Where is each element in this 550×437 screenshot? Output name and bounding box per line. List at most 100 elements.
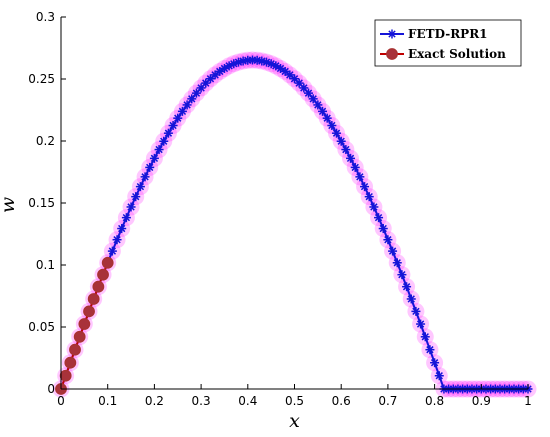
asterisk-stroke xyxy=(122,213,131,222)
asterisk-stroke xyxy=(398,270,406,279)
asterisk-stroke xyxy=(416,320,425,328)
point-fetd xyxy=(159,136,169,146)
point-fetd xyxy=(350,162,360,172)
asterisk-stroke xyxy=(430,359,439,367)
point-exact xyxy=(69,343,81,356)
point-fetd xyxy=(308,94,318,104)
asterisk-stroke xyxy=(141,173,149,181)
point-fetd xyxy=(121,213,131,223)
point-fetd xyxy=(378,224,388,234)
asterisk-stroke xyxy=(346,154,355,163)
point-fetd xyxy=(383,235,393,245)
point-fetd xyxy=(332,128,342,138)
point-exact xyxy=(101,256,114,269)
asterisk-stroke xyxy=(281,67,289,76)
point-fetd xyxy=(154,145,164,155)
point-fetd xyxy=(402,282,412,292)
asterisk-stroke xyxy=(132,192,140,201)
asterisk-stroke xyxy=(379,224,387,233)
legend-label-exact: Exact Solution xyxy=(408,47,506,61)
asterisk-stroke xyxy=(328,121,336,130)
legend-label-fetd: FETD-RPR1 xyxy=(408,27,488,41)
x-tick-label: 0.8 xyxy=(425,394,444,408)
x-tick-label: 0.2 xyxy=(145,394,164,408)
point-fetd xyxy=(369,202,379,212)
point-fetd xyxy=(322,113,332,123)
asterisk-stroke xyxy=(332,129,341,137)
asterisk-stroke xyxy=(407,295,415,303)
point-fetd xyxy=(313,100,323,110)
point-fetd xyxy=(149,153,159,163)
asterisk-stroke xyxy=(374,213,383,222)
asterisk-stroke xyxy=(388,30,396,38)
asterisk-stroke xyxy=(113,236,121,244)
point-fetd xyxy=(392,258,402,268)
point-fetd xyxy=(430,358,440,368)
point-exact xyxy=(73,330,86,343)
asterisk-stroke xyxy=(127,203,135,211)
legend-marker-exact xyxy=(386,48,398,60)
point-fetd xyxy=(318,106,328,116)
asterisk-stroke xyxy=(183,101,191,109)
asterisk-stroke xyxy=(267,60,275,68)
point-fetd xyxy=(346,153,356,163)
asterisk-stroke xyxy=(178,107,187,116)
series-points-exact xyxy=(55,256,114,395)
asterisk-stroke xyxy=(160,137,168,145)
asterisk-stroke xyxy=(384,236,392,244)
asterisk-stroke xyxy=(272,62,280,70)
series-layer xyxy=(52,51,537,398)
point-fetd xyxy=(364,192,374,202)
asterisk-stroke xyxy=(356,173,364,181)
point-fetd xyxy=(397,270,407,280)
asterisk-stroke xyxy=(365,192,373,201)
axes-layer: 0 0.1 0.2 0.3 0.4 0.5 0.6 0.7 0.8 0.9 1 0 0.05 0.1 0.1… xyxy=(28,10,532,408)
asterisk-stroke xyxy=(318,107,327,116)
point-fetd xyxy=(215,66,225,76)
x-tick-label: 0.3 xyxy=(192,394,211,408)
point-exact xyxy=(87,293,100,305)
point-fetd xyxy=(131,192,141,202)
x-tick-label: 0.1 xyxy=(98,394,117,408)
point-fetd xyxy=(112,235,122,245)
point-fetd xyxy=(434,371,444,381)
asterisk-stroke xyxy=(290,75,299,83)
asterisk-stroke xyxy=(304,89,313,97)
asterisk-stroke xyxy=(286,71,294,79)
point-fetd xyxy=(280,66,290,76)
point-fetd xyxy=(107,246,117,256)
point-fetd xyxy=(205,74,215,84)
point-fetd xyxy=(168,121,178,130)
asterisk-stroke xyxy=(169,121,177,130)
point-fetd xyxy=(304,88,314,98)
point-fetd xyxy=(145,162,155,172)
asterisk-stroke xyxy=(146,163,154,172)
y-tick-label: 0 xyxy=(47,382,55,396)
asterisk-stroke xyxy=(155,145,163,154)
point-fetd xyxy=(275,63,285,73)
point-exact xyxy=(92,280,105,293)
point-fetd xyxy=(140,172,150,182)
y-tick-label: 0.2 xyxy=(36,134,55,148)
point-fetd xyxy=(163,128,173,138)
asterisk-stroke xyxy=(118,224,126,233)
asterisk-stroke xyxy=(402,283,411,291)
asterisk-stroke xyxy=(276,64,285,73)
legend-marker-fetd xyxy=(387,29,397,39)
point-exact xyxy=(59,369,72,382)
point-fetd xyxy=(341,145,351,155)
asterisk-stroke xyxy=(174,114,182,122)
asterisk-stroke xyxy=(412,307,420,316)
legend-swatch-fetd xyxy=(380,29,404,39)
point-fetd xyxy=(416,319,426,329)
x-tick-label: 0.7 xyxy=(378,394,397,408)
asterisk-stroke xyxy=(360,182,369,191)
x-tick-label: 0.9 xyxy=(472,394,491,408)
asterisk-stroke xyxy=(234,58,243,66)
asterisk-stroke xyxy=(295,79,303,87)
asterisk-stroke xyxy=(435,372,443,380)
x-tick-label: 0.4 xyxy=(238,394,257,408)
asterisk-stroke xyxy=(426,346,434,354)
point-exact xyxy=(83,305,95,318)
asterisk-stroke xyxy=(300,84,308,92)
